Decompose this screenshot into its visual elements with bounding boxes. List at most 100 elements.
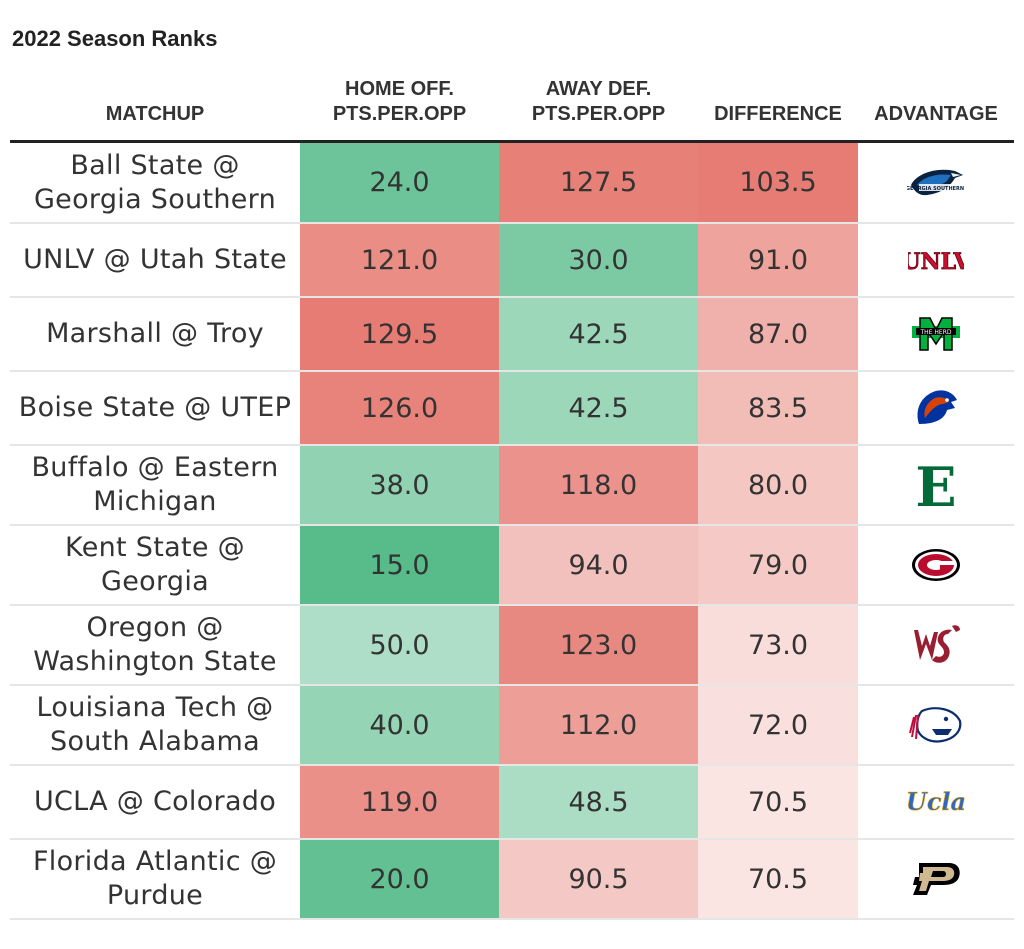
- away-def-cell: 90.5: [499, 839, 698, 920]
- away-def-cell: 123.0: [499, 605, 698, 686]
- home-off-cell: 38.0: [300, 445, 499, 526]
- header-away-def-line1: AWAY DEF.: [545, 78, 652, 100]
- table-row: Florida Atlantic @ Purdue 20.0 90.5 70.5: [10, 839, 1014, 920]
- matchup-line-1: Buffalo @ Eastern: [31, 452, 279, 483]
- header-home-off-line2: PTS.PER.OPP: [332, 103, 467, 125]
- ucla-script-logo: Ucla: [858, 785, 1014, 819]
- home-off-cell: 24.0: [300, 143, 499, 224]
- matchup-line-1: Ball State @: [70, 149, 240, 181]
- difference-cell: 83.5: [698, 371, 858, 446]
- home-off-cell: 15.0: [300, 525, 499, 606]
- advantage-cell: [858, 839, 1014, 920]
- difference-cell: 73.0: [698, 605, 858, 686]
- advantage-cell: THE HERD: [858, 297, 1014, 372]
- table-title: 2022 Season Ranks: [12, 26, 218, 51]
- header-advantage: ADVANTAGE: [858, 102, 1014, 127]
- georgia-g-logo: [858, 547, 1014, 583]
- table-row: Oregon @ Washington State 50.0 123.0 73.0: [10, 605, 1014, 686]
- washington-state-cougar-logo: [858, 620, 1014, 670]
- header-difference: DIFFERENCE: [698, 102, 858, 127]
- matchup-line-1: Florida Atlantic @: [32, 846, 278, 877]
- rankings-table-body: Ball State @ Georgia Southern 24.0 127.5 103…: [10, 143, 1014, 920]
- difference-cell: 80.0: [698, 445, 858, 526]
- home-off-cell: 119.0: [300, 765, 499, 840]
- away-def-cell: 127.5: [499, 143, 698, 224]
- matchup-line-1: Kent State @: [65, 532, 245, 563]
- away-def-cell: 118.0: [499, 445, 698, 526]
- header-difference-label: DIFFERENCE: [714, 103, 842, 125]
- matchup-line-2: Purdue: [106, 880, 204, 911]
- advantage-cell: Ucla: [858, 765, 1014, 840]
- advantage-cell: E: [858, 445, 1014, 526]
- home-off-cell: 20.0: [300, 839, 499, 920]
- table-row: Marshall @ Troy 129.5 42.5 87.0 THE HERD: [10, 297, 1014, 372]
- home-off-cell: 50.0: [300, 605, 499, 686]
- purdue-p-logo: [858, 859, 1014, 899]
- matchup-line-2: Georgia: [101, 566, 209, 597]
- matchup-cell: Louisiana Tech @ South Alabama: [10, 685, 300, 766]
- difference-cell: 87.0: [698, 297, 858, 372]
- matchup-line-1: Louisiana Tech @: [36, 692, 274, 723]
- table-row: Louisiana Tech @ South Alabama 40.0 112.0 72…: [10, 685, 1014, 766]
- matchup-line-2: South Alabama: [50, 726, 260, 757]
- boise-state-bronco-logo: [858, 388, 1014, 428]
- table-row: UNLV @ Utah State 121.0 30.0 91.0 UNLV: [10, 223, 1014, 298]
- matchup-cell: Kent State @ Georgia: [10, 525, 300, 606]
- table-row: Ball State @ Georgia Southern 24.0 127.5 103…: [10, 143, 1014, 224]
- header-matchup: MATCHUP: [10, 102, 300, 127]
- svg-text:THE HERD: THE HERD: [920, 329, 952, 336]
- advantage-cell: GEORGIA SOUTHERN: [858, 143, 1014, 224]
- home-off-cell: 129.5: [300, 297, 499, 372]
- matchup-cell: UNLV @ Utah State: [10, 223, 300, 298]
- matchup-line-2: Washington State: [33, 646, 277, 677]
- matchup-cell: Florida Atlantic @ Purdue: [10, 839, 300, 920]
- matchup-line-2: Georgia Southern: [33, 183, 277, 215]
- matchup-line-1: Oregon @: [86, 612, 224, 643]
- svg-text:Ucla: Ucla: [906, 787, 966, 816]
- matchup-cell: Ball State @ Georgia Southern: [10, 143, 300, 224]
- advantage-cell: [858, 525, 1014, 606]
- matchup-line-1: UCLA @ Colorado: [33, 786, 277, 817]
- away-def-cell: 30.0: [499, 223, 698, 298]
- svg-text:UNLV: UNLV: [908, 249, 964, 275]
- matchup-cell: UCLA @ Colorado: [10, 765, 300, 840]
- header-away-def: AWAY DEF. PTS.PER.OPP: [499, 77, 698, 127]
- svg-text:GEORGIA SOUTHERN: GEORGIA SOUTHERN: [907, 186, 964, 192]
- georgia-southern-eagle-logo: GEORGIA SOUTHERN: [858, 165, 1014, 201]
- marshall-herd-logo: THE HERD: [858, 316, 1014, 352]
- matchup-cell: Marshall @ Troy: [10, 297, 300, 372]
- home-off-cell: 126.0: [300, 371, 499, 446]
- eastern-michigan-e-logo: E: [858, 460, 1014, 510]
- away-def-cell: 42.5: [499, 297, 698, 372]
- home-off-cell: 40.0: [300, 685, 499, 766]
- away-def-cell: 48.5: [499, 765, 698, 840]
- advantage-cell: [858, 371, 1014, 446]
- rankings-table: Ball State @ Georgia Southern 24.0 127.5 103…: [10, 143, 1014, 920]
- unlv-logo: UNLV: [858, 245, 1014, 275]
- matchup-line-1: UNLV @ Utah State: [23, 244, 287, 275]
- matchup-line-2: Michigan: [93, 486, 217, 517]
- difference-cell: 72.0: [698, 685, 858, 766]
- svg-text:E: E: [915, 460, 956, 510]
- advantage-cell: [858, 605, 1014, 686]
- difference-cell: 70.5: [698, 839, 858, 920]
- matchup-line-1: Marshall @ Troy: [46, 318, 264, 349]
- difference-cell: 70.5: [698, 765, 858, 840]
- table-row: UCLA @ Colorado 119.0 48.5 70.5 Ucla: [10, 765, 1014, 840]
- matchup-line-1: Boise State @ UTEP: [18, 392, 292, 423]
- header-matchup-label: MATCHUP: [105, 103, 205, 125]
- table-row: Buffalo @ Eastern Michigan 38.0 118.0 80.0 E: [10, 445, 1014, 526]
- away-def-cell: 94.0: [499, 525, 698, 606]
- away-def-cell: 112.0: [499, 685, 698, 766]
- south-alabama-jaguar-logo: [858, 703, 1014, 747]
- table-row: Boise State @ UTEP 126.0 42.5 83.5: [10, 371, 1014, 446]
- difference-cell: 91.0: [698, 223, 858, 298]
- matchup-cell: Boise State @ UTEP: [10, 371, 300, 446]
- header-away-def-line2: PTS.PER.OPP: [531, 103, 666, 125]
- matchup-cell: Oregon @ Washington State: [10, 605, 300, 686]
- away-def-cell: 42.5: [499, 371, 698, 446]
- difference-cell: 103.5: [698, 143, 858, 224]
- difference-cell: 79.0: [698, 525, 858, 606]
- header-advantage-label: ADVANTAGE: [874, 103, 998, 125]
- header-home-off: HOME OFF. PTS.PER.OPP: [300, 77, 499, 127]
